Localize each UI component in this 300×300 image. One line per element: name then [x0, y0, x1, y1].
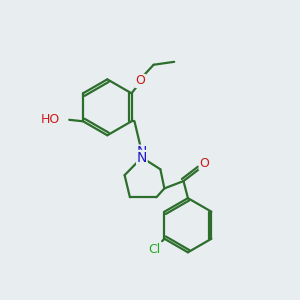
Text: O: O — [135, 74, 145, 88]
Text: N: N — [136, 145, 147, 159]
Text: O: O — [199, 157, 209, 170]
Text: Cl: Cl — [148, 243, 160, 256]
Text: N: N — [136, 151, 147, 164]
Text: HO: HO — [41, 113, 60, 126]
